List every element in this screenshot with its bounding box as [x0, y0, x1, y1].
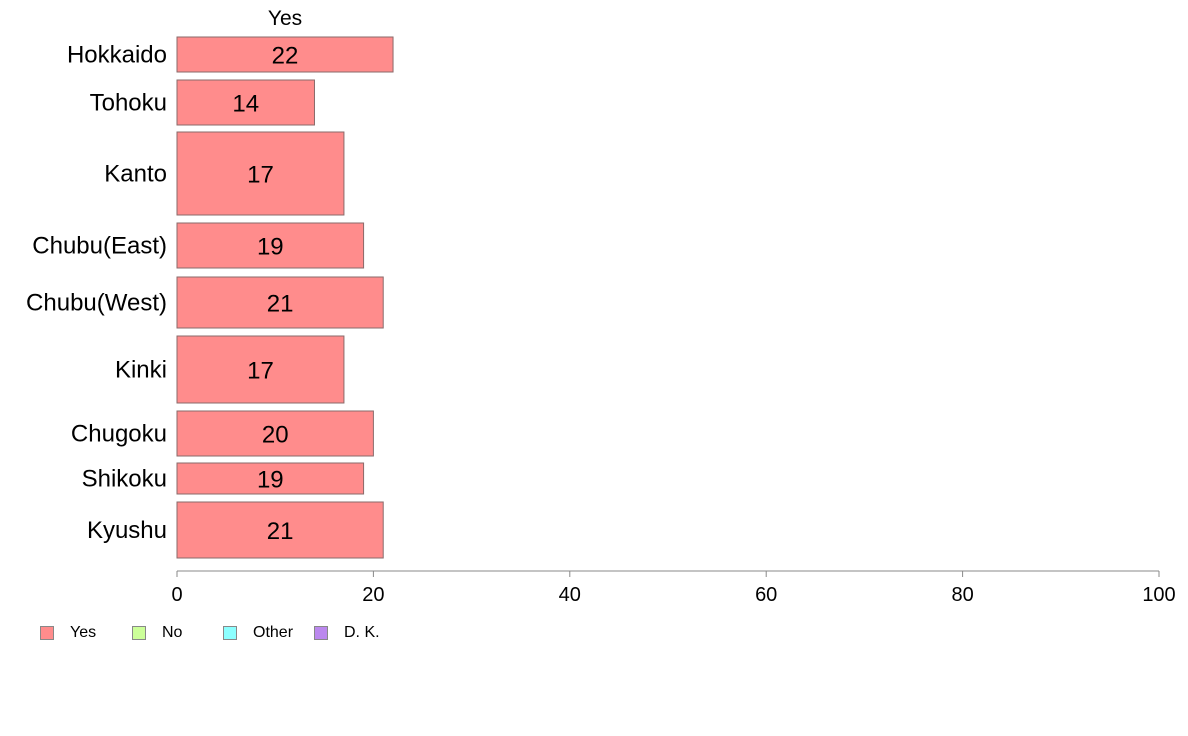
legend-item-dk: D. K. [314, 624, 380, 642]
category-label: Kyushu [87, 517, 167, 544]
bar-chugoku [176, 410, 374, 457]
legend-item-other: Other [223, 624, 314, 642]
value-label: 22 [272, 43, 299, 70]
x-tick-label: 100 [1142, 584, 1175, 606]
category-label: Tohoku [90, 90, 167, 117]
value-label: 17 [247, 358, 274, 385]
legend-label-yes: Yes [70, 624, 97, 641]
x-tick-label: 40 [559, 584, 581, 606]
legend: Yes No Other D. K. [40, 624, 380, 642]
x-axis: 0 20 40 60 80 100 [171, 570, 1176, 606]
category-label: Shikoku [82, 466, 167, 493]
bar-chubu-west- [176, 276, 384, 329]
x-tick-label: 0 [171, 584, 182, 606]
legend-swatch-other [223, 626, 237, 640]
bar-tohoku [176, 79, 315, 126]
category-label: Chubu(East) [32, 233, 167, 260]
legend-swatch-yes [40, 626, 54, 640]
legend-label-dk: D. K. [344, 624, 380, 641]
category-label: Chugoku [71, 421, 167, 448]
legend-item-no: No [132, 624, 223, 642]
value-label: 21 [267, 291, 294, 318]
bar-chubu-east- [176, 222, 365, 269]
value-label: 14 [232, 91, 259, 118]
bar-kinki [176, 335, 345, 404]
value-label: 19 [257, 467, 284, 494]
category-label: Hokkaido [67, 42, 167, 69]
x-tick-label: 20 [362, 584, 384, 606]
category-label: Kanto [104, 161, 167, 188]
bar-hokkaido [176, 36, 394, 73]
column-title: Yes [268, 7, 302, 30]
bar-kanto [176, 131, 345, 216]
legend-swatch-dk [314, 626, 328, 640]
legend-swatch-no [132, 626, 146, 640]
category-label: Chubu(West) [26, 290, 167, 317]
value-label: 17 [247, 162, 274, 189]
bars-group: Hokkaido 22 Tohoku 14 Kanto 17 Chubu(East) 19 Ch… [26, 36, 394, 559]
bar-shikoku [176, 462, 365, 495]
bar-kyushu [176, 501, 384, 559]
legend-label-other: Other [253, 624, 294, 641]
legend-item-yes: Yes [40, 624, 132, 642]
legend-label-no: No [162, 624, 183, 641]
value-label: 20 [262, 422, 289, 449]
category-label: Kinki [115, 357, 167, 384]
value-label: 21 [267, 518, 294, 545]
x-tick-label: 80 [951, 584, 973, 606]
value-label: 19 [257, 234, 284, 261]
x-tick-label: 60 [755, 584, 777, 606]
